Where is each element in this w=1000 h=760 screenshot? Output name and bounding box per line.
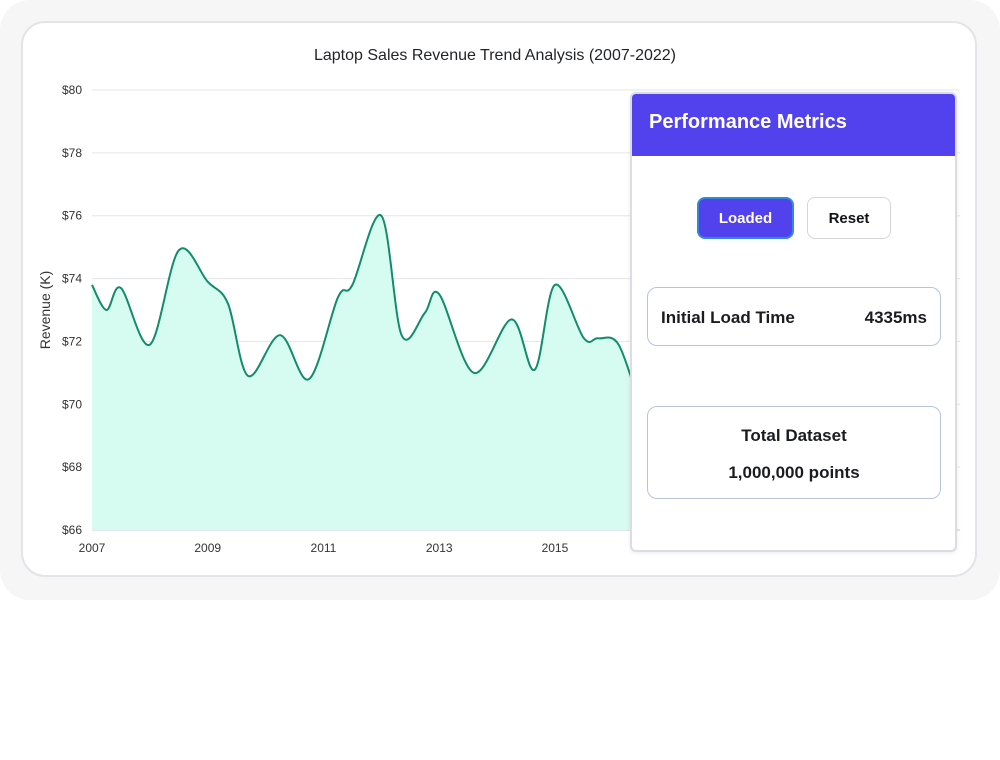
y-tick-label: $76 xyxy=(62,209,82,223)
x-tick-label: 2007 xyxy=(79,541,106,555)
initial-load-time-card: Initial Load Time 4335ms xyxy=(647,287,941,346)
x-tick-label: 2015 xyxy=(542,541,569,555)
total-dataset-value: 1,000,000 points xyxy=(728,463,860,482)
x-tick-label: 2013 xyxy=(426,541,453,555)
x-tick-label: 2011 xyxy=(311,541,337,555)
panel-button-row: Loaded Reset xyxy=(632,197,955,239)
performance-metrics-panel: Performance Metrics Loaded Reset Initial… xyxy=(630,92,957,552)
revenue-area xyxy=(92,214,712,530)
initial-load-time-label: Initial Load Time xyxy=(661,308,795,327)
loaded-button[interactable]: Loaded xyxy=(697,197,794,239)
y-tick-label: $78 xyxy=(62,146,82,160)
y-axis-label: Revenue (K) xyxy=(37,271,53,350)
y-tick-label: $72 xyxy=(62,334,82,348)
chart-title: Laptop Sales Revenue Trend Analysis (200… xyxy=(314,47,676,64)
total-dataset-card: Total Dataset 1,000,000 points xyxy=(647,406,941,499)
y-tick-label: $80 xyxy=(62,83,82,97)
revenue-line xyxy=(91,214,712,469)
y-tick-label: $70 xyxy=(62,397,82,411)
y-tick-label: $74 xyxy=(62,272,82,286)
y-tick-label: $68 xyxy=(62,460,82,474)
panel-title: Performance Metrics xyxy=(632,94,955,156)
y-tick-label: $66 xyxy=(62,523,82,537)
initial-load-time-value: 4335ms xyxy=(864,308,927,327)
total-dataset-label: Total Dataset xyxy=(741,426,847,445)
reset-button[interactable]: Reset xyxy=(807,197,891,239)
x-tick-label: 2009 xyxy=(194,541,221,555)
